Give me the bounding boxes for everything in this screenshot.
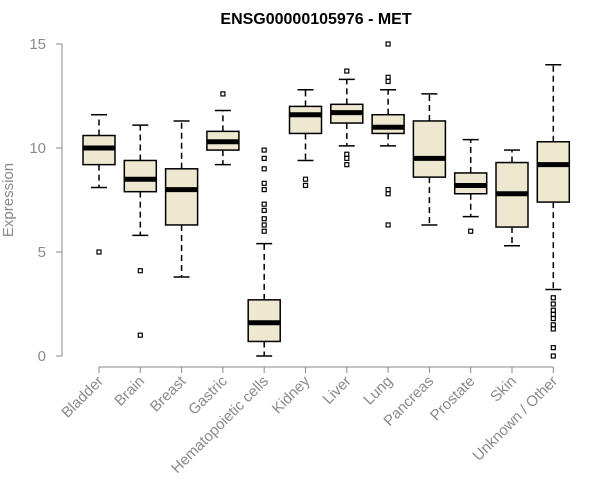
box-breast	[164, 120, 199, 278]
iqr-box	[371, 113, 405, 135]
outlier-point	[550, 353, 556, 359]
outlier-point	[137, 268, 143, 274]
outlier-point	[550, 301, 556, 307]
x-tick-label: Prostate	[427, 373, 479, 425]
outlier-point	[261, 147, 267, 153]
outlier-point	[550, 326, 556, 332]
outlier-point	[550, 307, 556, 313]
outlier-point	[468, 228, 474, 234]
box-hematopoietic-cells	[247, 147, 281, 357]
outlier-point	[385, 187, 391, 193]
iqr-box	[123, 159, 158, 193]
outlier-point	[385, 41, 391, 47]
y-tick-label: 0	[38, 348, 46, 365]
outlier-point	[96, 249, 102, 255]
outlier-point	[261, 207, 267, 213]
outlier-point	[385, 222, 391, 228]
outlier-point	[261, 166, 267, 172]
y-axis-label: Expression	[0, 163, 17, 237]
outlier-point	[344, 151, 350, 157]
outlier-point	[344, 155, 350, 161]
outlier-point	[302, 182, 309, 189]
y-tick-label: 10	[29, 140, 46, 157]
outlier-point	[261, 187, 267, 193]
iqr-box	[536, 141, 571, 203]
y-tick-label: 15	[29, 36, 46, 53]
chart-title: ENSG00000105976 - MET	[220, 11, 411, 28]
outlier-point	[550, 345, 556, 351]
outlier-point	[261, 222, 267, 228]
iqr-box	[288, 105, 323, 135]
outlier-point	[550, 311, 556, 317]
x-tick-label: Bladder	[58, 373, 107, 422]
outlier-point	[550, 295, 556, 301]
outlier-point	[261, 216, 267, 222]
box-prostate	[453, 138, 488, 234]
box-unknown-other	[536, 64, 571, 359]
box-kidney	[288, 89, 323, 189]
x-tick-label: Brain	[111, 373, 148, 410]
y-tick-label: 5	[38, 244, 46, 261]
outlier-point	[302, 176, 309, 182]
box-pancreas	[412, 93, 447, 226]
box-brain	[123, 124, 158, 338]
box-lung	[371, 41, 405, 228]
outlier-point	[261, 228, 267, 234]
outlier-point	[550, 315, 556, 322]
x-tick-label: Breast	[147, 372, 190, 415]
outlier-point	[344, 162, 350, 168]
outlier-point	[385, 78, 391, 85]
box-gastric	[206, 91, 240, 166]
x-tick-label: Skin	[487, 373, 520, 406]
outlier-point	[261, 180, 267, 186]
outlier-point	[220, 91, 226, 97]
box-bladder	[82, 113, 116, 255]
x-tick-label: Liver	[320, 373, 355, 408]
outlier-point	[137, 332, 143, 338]
x-tick-label: Kidney	[269, 372, 314, 417]
outlier-point	[261, 155, 267, 161]
outlier-point	[550, 322, 556, 328]
iqr-box	[164, 168, 199, 226]
outlier-point	[344, 68, 350, 74]
outlier-point	[385, 74, 391, 80]
outlier-point	[385, 191, 391, 197]
box-liver	[330, 68, 364, 168]
iqr-box	[412, 120, 447, 178]
outlier-point	[261, 201, 267, 207]
x-tick-label: Lung	[360, 373, 396, 409]
plot-area	[82, 41, 571, 359]
box-skin	[495, 149, 529, 247]
